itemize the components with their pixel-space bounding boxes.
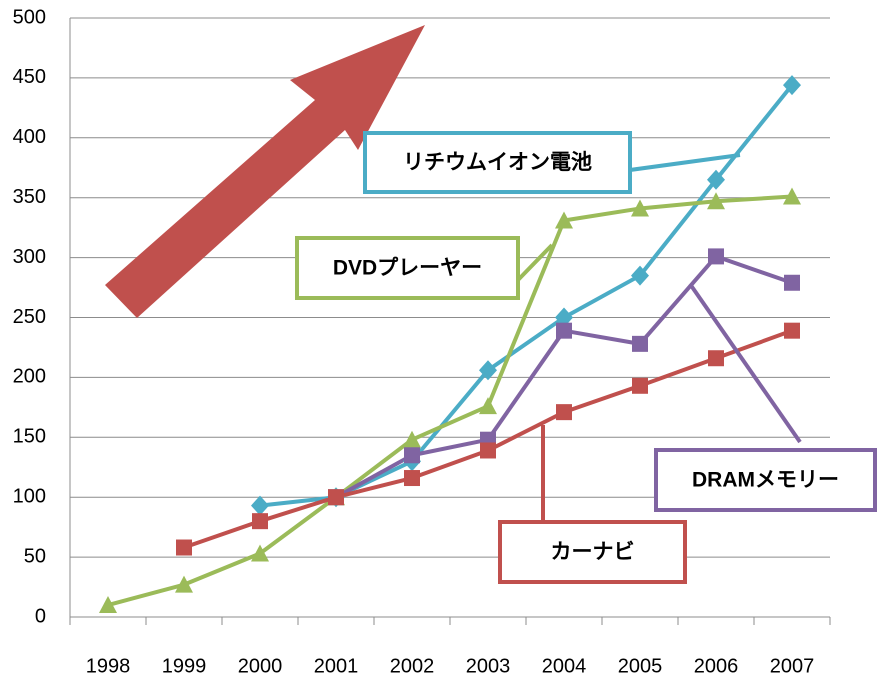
callout-box <box>498 520 687 584</box>
marker <box>784 322 800 339</box>
marker <box>632 335 648 352</box>
marker <box>555 307 573 328</box>
marker <box>404 447 420 464</box>
callout-box <box>654 448 877 512</box>
y-tick-label: 100 <box>13 485 46 507</box>
marker <box>707 192 725 210</box>
marker <box>555 211 573 229</box>
x-tick-label: 2000 <box>238 655 283 677</box>
callout-line <box>516 243 554 282</box>
marker <box>556 404 572 421</box>
callout-line <box>629 153 741 172</box>
marker <box>708 350 724 367</box>
marker <box>251 544 269 562</box>
marker <box>328 489 344 506</box>
y-tick-label: 450 <box>13 66 46 88</box>
growth-arrow <box>105 25 425 318</box>
x-tick-label: 2004 <box>542 655 587 677</box>
marker <box>403 430 421 448</box>
marker <box>556 322 572 339</box>
x-tick-label: 2002 <box>390 655 435 677</box>
series-label: DRAMメモリー <box>692 469 839 492</box>
y-tick-label: 350 <box>13 186 46 208</box>
marker <box>631 265 649 286</box>
y-tick-label: 500 <box>13 6 46 28</box>
y-tick-label: 400 <box>13 126 46 148</box>
x-tick-label: 2003 <box>466 655 511 677</box>
y-tick-label: 0 <box>35 605 46 627</box>
series-line <box>107 194 793 607</box>
callout-box <box>363 131 632 194</box>
marker <box>708 248 724 265</box>
y-tick-label: 50 <box>24 545 46 567</box>
x-tick-label: 1998 <box>86 655 131 677</box>
x-tick-label: 2007 <box>770 655 815 677</box>
marker <box>480 442 496 459</box>
marker <box>175 575 193 593</box>
series-lines <box>99 75 801 614</box>
x-tick-label: 2006 <box>694 655 739 677</box>
marker <box>252 513 268 530</box>
callout-box <box>295 236 520 300</box>
x-tick-label: 1999 <box>162 655 207 677</box>
x-tick-label: 2001 <box>314 655 359 677</box>
series-label: リチウムイオン電池 <box>403 151 592 174</box>
marker <box>784 274 800 291</box>
y-tick-label: 200 <box>13 366 46 388</box>
marker <box>99 596 117 614</box>
callout-line <box>688 282 802 444</box>
marker <box>479 397 497 415</box>
series-label: DVDプレーヤー <box>333 257 482 280</box>
grid: 0 50 100 150 200 250 300 350 400 450 500 1998 1999 20… <box>13 6 831 677</box>
marker <box>176 539 192 556</box>
marker <box>783 187 801 205</box>
y-tick-label: 150 <box>13 426 46 448</box>
marker <box>707 169 725 190</box>
marker <box>479 360 497 381</box>
x-tick-label: 2005 <box>618 655 663 677</box>
marker <box>631 199 649 217</box>
series-label: カーナビ <box>551 541 635 564</box>
y-tick-label: 250 <box>13 306 46 328</box>
marker <box>251 495 269 516</box>
y-tick-label: 300 <box>13 246 46 268</box>
marker <box>783 75 801 96</box>
marker <box>404 470 420 487</box>
marker <box>632 377 648 394</box>
